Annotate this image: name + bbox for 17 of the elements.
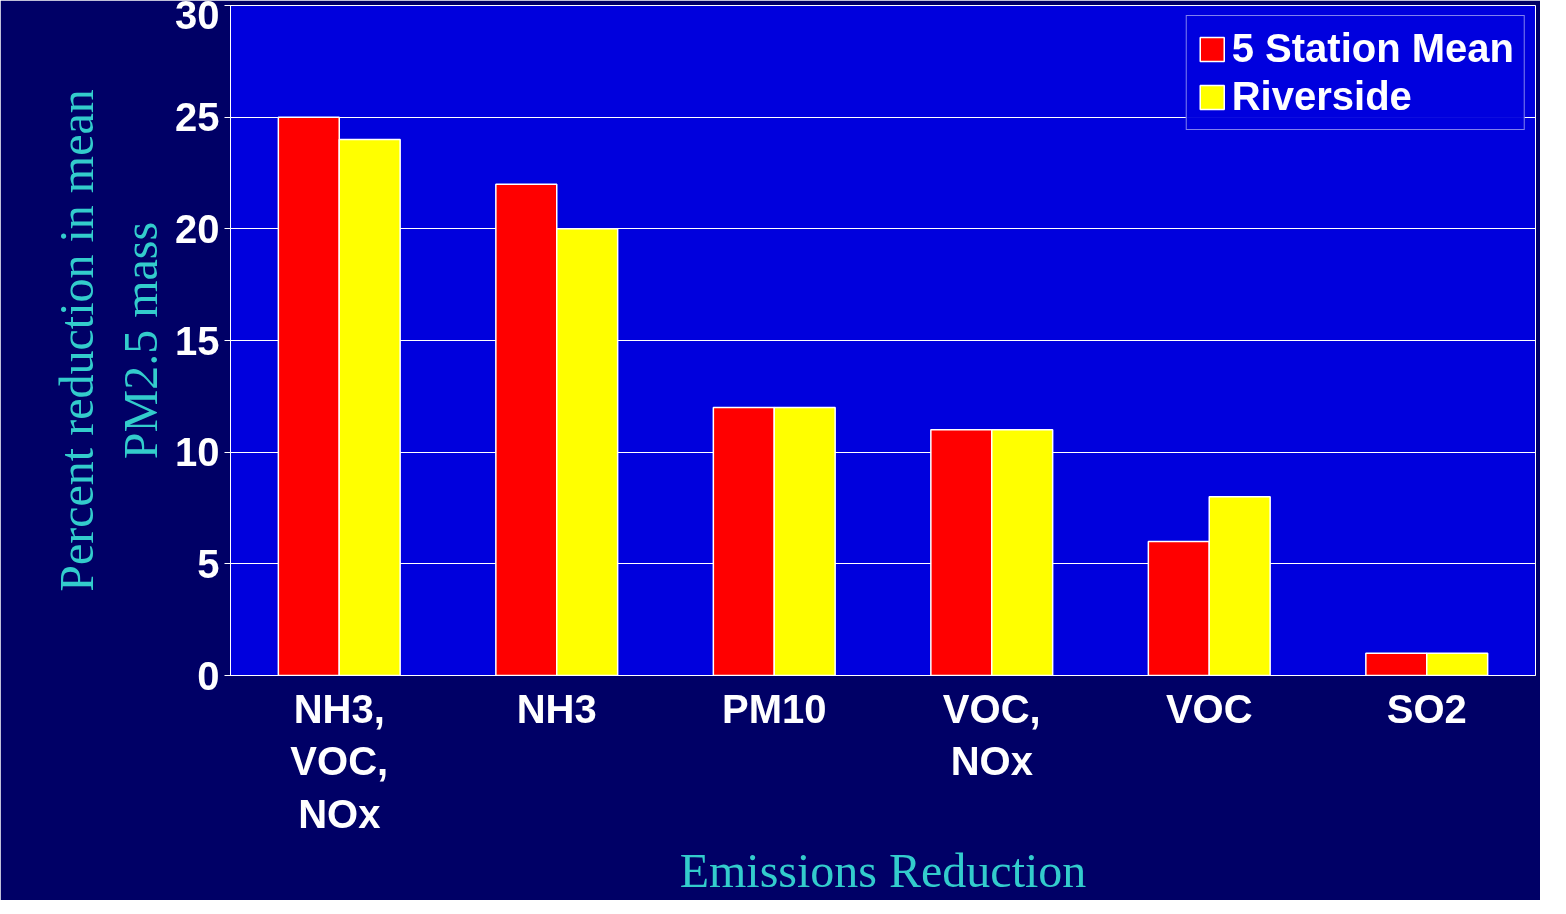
legend-label: Riverside	[1231, 74, 1412, 119]
legend-label: 5 Station Mean	[1231, 26, 1514, 71]
y-axis-title: Percent reduction in mean PM2.5 mass	[50, 89, 168, 592]
y-tick-label: 25	[175, 95, 220, 140]
x-tick-label: SO2	[1386, 686, 1467, 731]
x-tick-label: NH3, VOC, NOx	[290, 686, 389, 837]
x-tick-label: PM10	[722, 686, 827, 731]
y-tick-label: 5	[197, 541, 220, 586]
y-tick-label: 20	[175, 206, 220, 251]
x-tick-label: NH3	[516, 686, 597, 731]
y-tick-label: 30	[175, 0, 220, 37]
y-tick-label: 0	[197, 653, 220, 698]
y-tick-label: 10	[175, 430, 220, 475]
x-tick-label: VOC	[1165, 686, 1253, 731]
x-axis-title: Emissions Reduction	[679, 844, 1087, 898]
y-tick-label: 15	[175, 318, 220, 363]
x-tick-label: VOC, NOx	[942, 686, 1041, 784]
